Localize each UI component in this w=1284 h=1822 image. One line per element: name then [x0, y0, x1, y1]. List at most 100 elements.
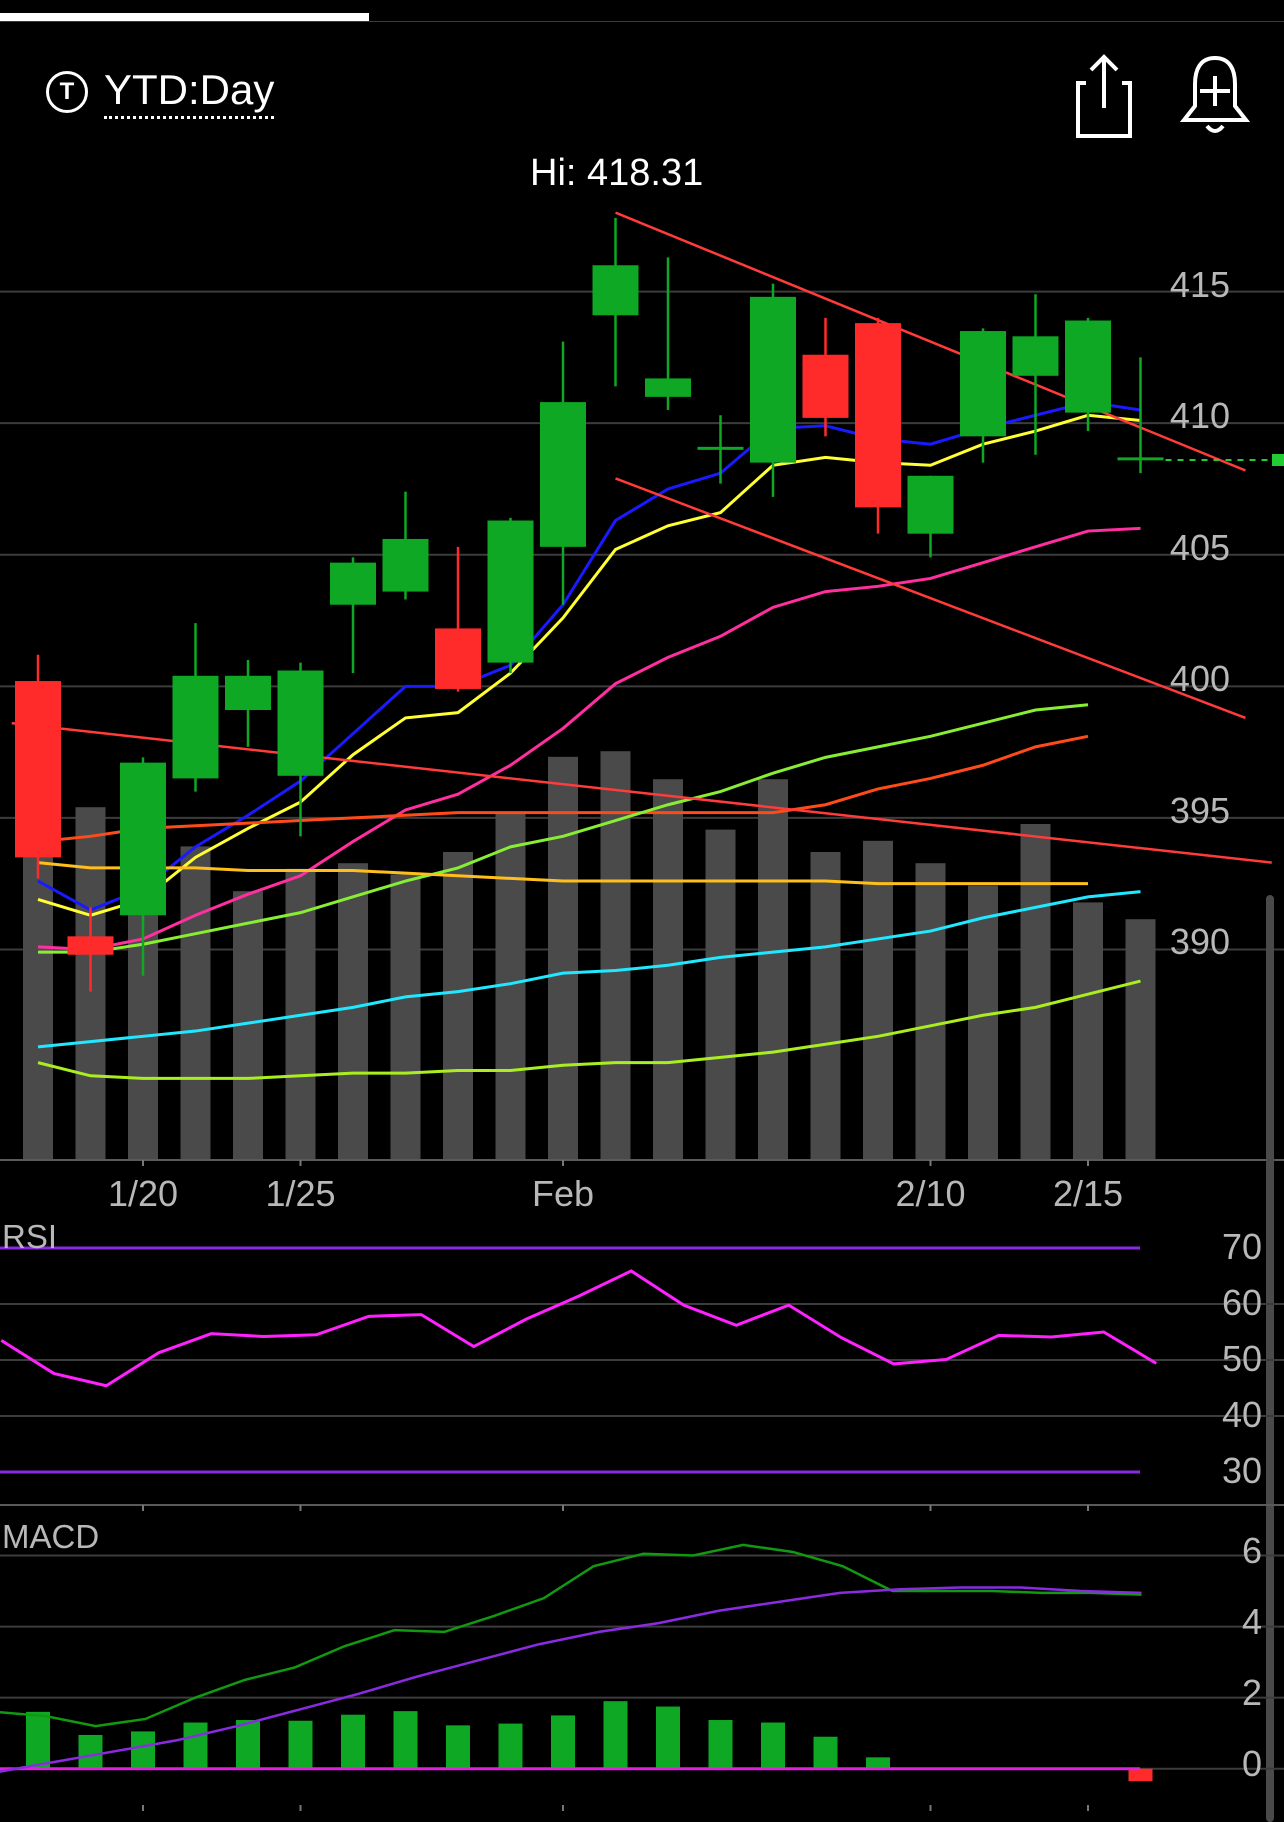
candle-body	[225, 675, 271, 710]
x-axis-label: 1/20	[107, 1173, 179, 1214]
volume-bar	[653, 779, 683, 1160]
rsi-title: RSI	[2, 1218, 58, 1255]
add-alert-button[interactable]	[1170, 48, 1260, 138]
macd-histogram-bar	[603, 1701, 628, 1769]
candle	[15, 654, 61, 879]
candle-body	[750, 296, 796, 463]
volume-bar	[863, 840, 893, 1160]
share-button[interactable]	[1060, 48, 1150, 138]
candle	[1065, 317, 1111, 432]
rsi-axis-tick: 30	[1221, 1450, 1262, 1491]
price-axis-tick: 405	[1169, 526, 1230, 568]
x-axis-label: Feb	[531, 1173, 595, 1214]
macd-axis-tick: 4	[1241, 1600, 1262, 1642]
candle	[750, 283, 796, 497]
candle-body	[15, 681, 61, 858]
rsi-line	[0, 1269, 1158, 1388]
candle	[225, 660, 271, 747]
macd-histogram-bar	[26, 1711, 50, 1769]
period-type-icon: T	[46, 71, 88, 113]
macd-line	[0, 1543, 1142, 1728]
moving-average-line	[37, 526, 1141, 951]
candle	[855, 317, 901, 534]
macd-axis-tick: 2	[1241, 1671, 1262, 1713]
candle	[960, 328, 1006, 463]
x-axis-label: 2/10	[895, 1173, 966, 1214]
candle	[487, 517, 534, 674]
macd-histogram-bar	[446, 1725, 470, 1769]
rsi-axis-tick: 50	[1221, 1338, 1262, 1379]
trendline	[11, 721, 1272, 864]
candle-body	[907, 475, 954, 534]
candle	[67, 907, 114, 992]
candle	[277, 662, 324, 837]
candle	[802, 317, 849, 437]
macd-signal-line	[0, 1586, 1142, 1773]
volume-bar	[443, 852, 473, 1160]
volume-bar	[180, 846, 211, 1160]
moving-average-line	[37, 979, 1141, 1080]
macd-histogram-bar	[761, 1722, 785, 1769]
rsi-axis-tick: 60	[1221, 1282, 1262, 1323]
trendline	[615, 477, 1246, 720]
candle	[645, 257, 691, 410]
moving-average-line	[37, 400, 1141, 912]
volume-bar	[705, 829, 736, 1160]
rsi-axis-tick: 70	[1221, 1226, 1262, 1267]
candle-body	[382, 538, 429, 592]
macd-histogram-bar	[1128, 1768, 1153, 1782]
macd-histogram-bar	[288, 1720, 313, 1769]
moving-average-line	[37, 413, 1141, 917]
volume-bar	[1020, 824, 1051, 1160]
candle	[540, 341, 586, 605]
period-label: YTD:Day	[104, 66, 275, 119]
candle-body	[960, 331, 1006, 437]
rsi-axis-tick: 40	[1221, 1394, 1262, 1435]
bell-plus-icon	[1179, 55, 1251, 133]
candle-body	[1065, 320, 1111, 413]
price-axis-tick: 395	[1169, 789, 1230, 831]
macd-histogram-bar	[866, 1757, 890, 1769]
candle	[120, 757, 166, 976]
volume-bar	[758, 779, 788, 1160]
candle-body	[67, 936, 114, 955]
volume-bar	[548, 756, 578, 1160]
x-axis-label: 1/25	[265, 1173, 336, 1214]
candle	[697, 415, 744, 484]
volume-bar	[338, 863, 368, 1160]
progress-track-line	[0, 21, 1284, 22]
macd-histogram-bar	[656, 1706, 680, 1769]
moving-average-line	[38, 703, 1089, 954]
macd-histogram-bar	[393, 1711, 418, 1769]
candle-body	[487, 520, 534, 663]
candle	[382, 491, 429, 600]
progress-fill	[0, 13, 369, 22]
candle	[1012, 294, 1059, 455]
share-icon	[1076, 54, 1132, 138]
moving-average-line	[37, 890, 1141, 1049]
macd-histogram-bar	[131, 1731, 155, 1769]
candle	[907, 475, 954, 558]
macd-histogram-bar	[708, 1720, 733, 1769]
moving-average-line	[37, 734, 1089, 844]
candle-body	[540, 402, 586, 547]
macd-axis-tick: 6	[1241, 1529, 1262, 1571]
macd-histogram-bar	[78, 1734, 103, 1769]
candle	[330, 557, 376, 674]
candle-body	[172, 675, 219, 779]
candle-body	[120, 762, 166, 916]
macd-axis-tick: 0	[1241, 1742, 1262, 1784]
page-load-progress	[0, 0, 1284, 22]
candle	[592, 217, 639, 387]
candle	[435, 546, 481, 692]
macd-histogram-bar	[236, 1720, 260, 1769]
macd-histogram-bar	[551, 1715, 575, 1769]
candle-body	[277, 670, 324, 776]
candle-body	[1117, 457, 1164, 461]
candle-body	[435, 628, 481, 689]
candle-body	[592, 265, 639, 316]
period-selector[interactable]: T YTD:Day	[46, 62, 275, 122]
x-axis-label: 2/15	[1052, 1173, 1124, 1214]
macd-title: MACD	[2, 1518, 100, 1555]
